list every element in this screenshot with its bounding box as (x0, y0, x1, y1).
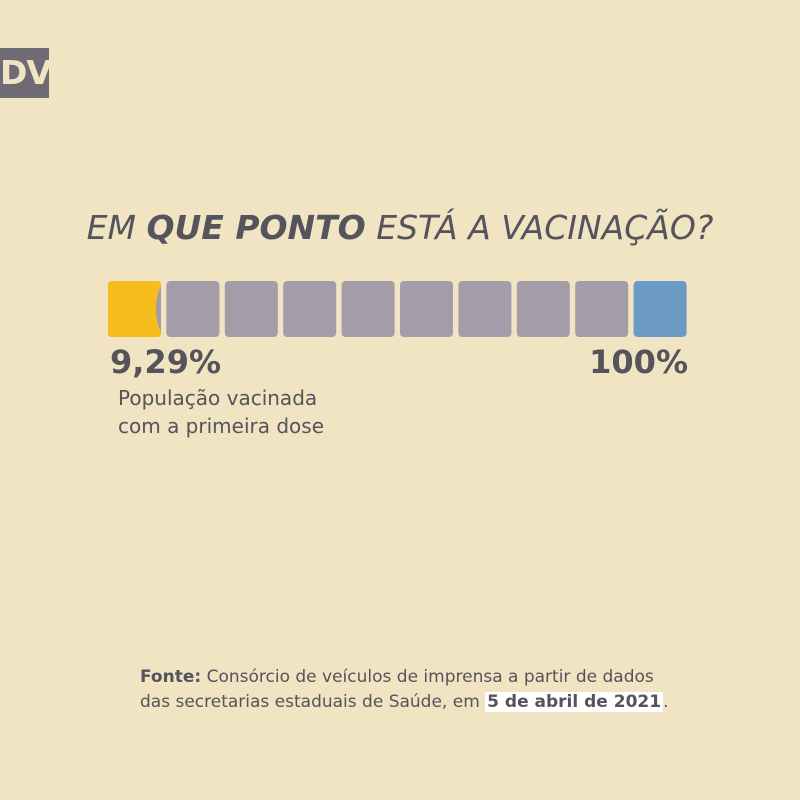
caption-line-2: com a primeira dose (118, 414, 324, 438)
source-note: Fonte: Consórcio de veículos de imprensa… (140, 665, 668, 715)
progress-segment (166, 281, 220, 337)
source-text-2: das secretarias estaduais de Saúde, em (140, 692, 486, 712)
source-end: . (663, 692, 669, 712)
source-date: 5 de abril de 2021 (485, 692, 664, 712)
caption-line-1: População vacinada (118, 386, 318, 410)
source-label: Fonte: (140, 667, 202, 687)
progress-segment (516, 281, 570, 337)
progress-segment-target (633, 281, 687, 337)
source-text-1: Consórcio de veículos de imprensa a part… (201, 667, 654, 687)
dv-logo: DV (0, 48, 52, 98)
max-value-label: 100% (589, 343, 688, 381)
progress-segment (575, 281, 629, 337)
progress-segment (224, 281, 278, 337)
page-title: EM QUE PONTO ESTÁ A VACINAÇÃO? (0, 208, 800, 247)
progress-caption: População vacinada com a primeira dose (118, 384, 324, 440)
progress-fill (108, 281, 161, 337)
title-part-2: ESTÁ A VACINAÇÃO? (365, 208, 714, 247)
progress-segment (458, 281, 512, 337)
title-emphasis: QUE PONTO (146, 208, 366, 247)
source-line-1: Fonte: Consórcio de veículos de imprensa… (140, 665, 668, 690)
current-value-label: 9,29% (110, 343, 222, 381)
progress-segment (341, 281, 395, 337)
source-line-2: das secretarias estaduais de Saúde, em 5… (140, 690, 668, 715)
progress-segment (400, 281, 453, 337)
title-part-1: EM (86, 208, 147, 247)
vaccination-progress-bar (108, 281, 687, 337)
progress-segment (283, 281, 337, 337)
